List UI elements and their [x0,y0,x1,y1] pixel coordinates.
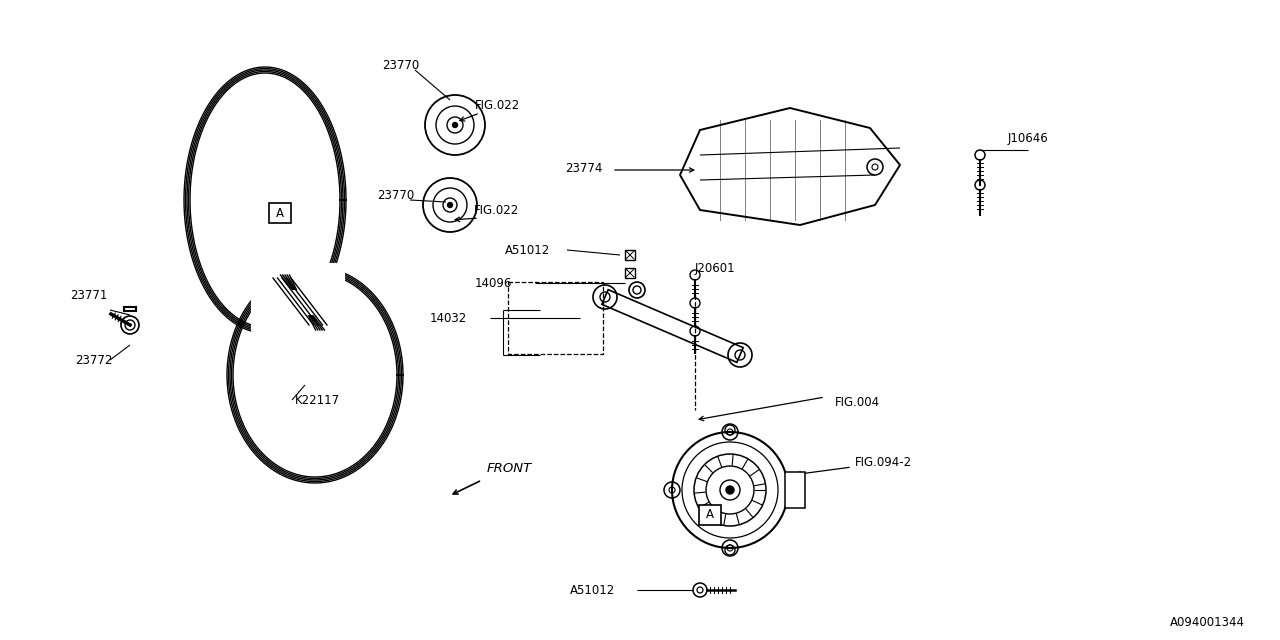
Text: J10646: J10646 [1009,131,1048,145]
Text: 23770: 23770 [381,58,420,72]
Text: FRONT: FRONT [486,461,532,474]
Bar [625,250,635,260]
Text: FIG.094-2: FIG.094-2 [855,456,913,468]
Bar [625,268,635,278]
Text: 23774: 23774 [564,161,603,175]
Text: 23770: 23770 [378,189,415,202]
Text: A51012: A51012 [570,584,616,596]
FancyBboxPatch shape [253,265,343,335]
Text: J20601: J20601 [695,262,736,275]
Bar [508,282,603,354]
Polygon shape [602,290,744,362]
Circle shape [726,486,733,494]
Polygon shape [270,290,340,315]
Text: 23772: 23772 [76,353,113,367]
Text: FIG.022: FIG.022 [474,204,520,216]
Text: 14032: 14032 [430,312,467,324]
Text: FIG.004: FIG.004 [835,396,881,408]
Circle shape [448,202,453,207]
Text: A51012: A51012 [506,243,550,257]
Text: 23771: 23771 [70,289,108,301]
Text: A: A [276,207,284,220]
Text: FIG.022: FIG.022 [475,99,520,111]
Text: K22117: K22117 [294,394,340,406]
Text: A: A [707,509,714,522]
FancyBboxPatch shape [699,505,721,525]
Text: A094001344: A094001344 [1170,616,1245,628]
FancyBboxPatch shape [785,472,805,508]
Circle shape [453,122,457,127]
FancyBboxPatch shape [269,203,291,223]
Text: 14096: 14096 [475,276,512,289]
